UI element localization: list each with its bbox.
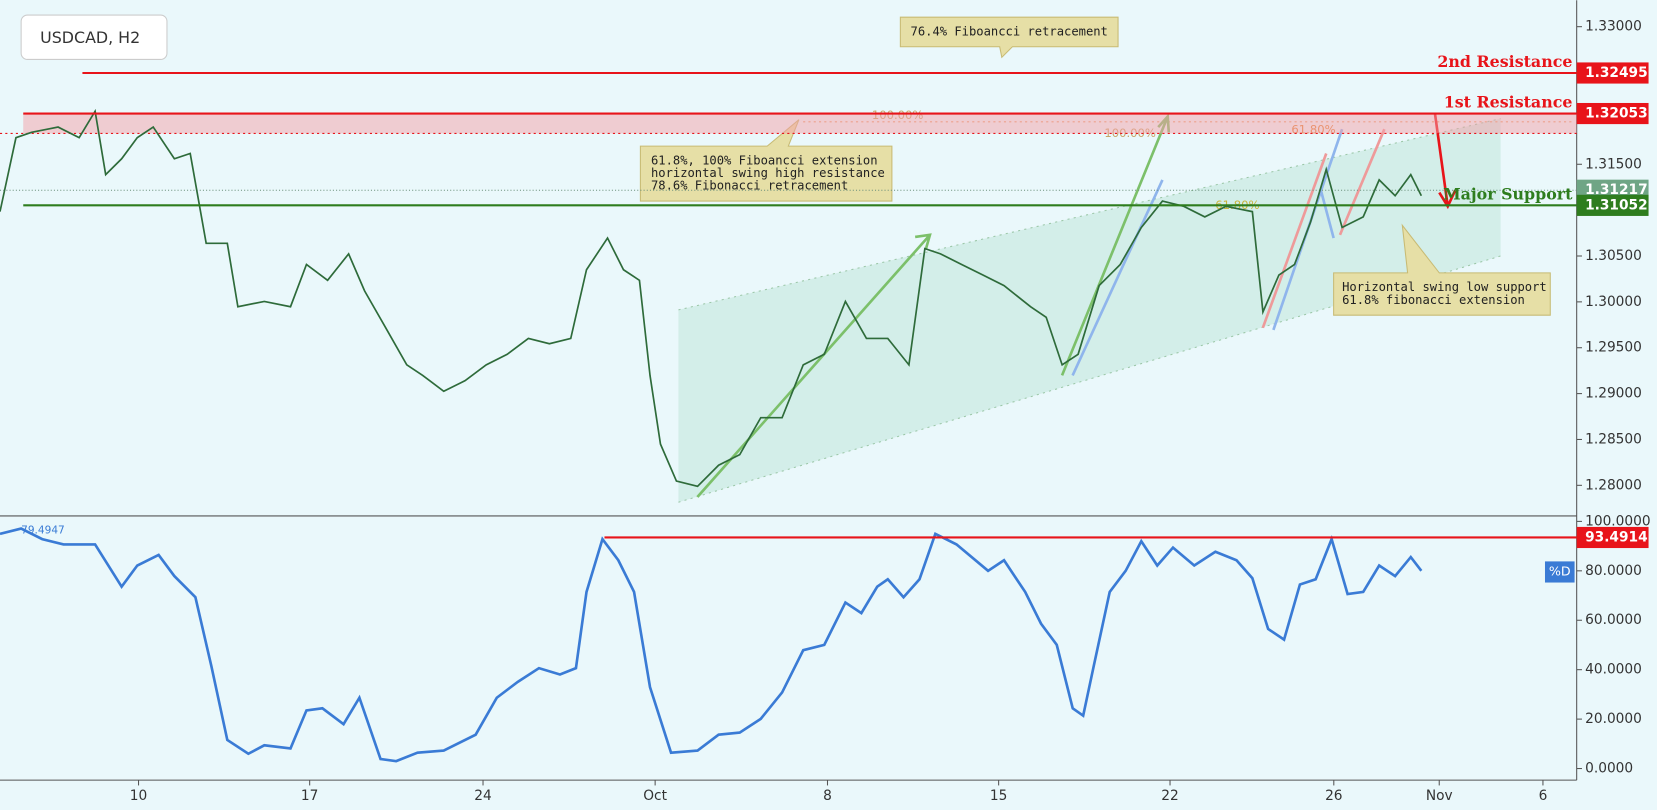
arrow <box>1261 128 1386 329</box>
y-tick-label: 20.0000 <box>1585 711 1642 727</box>
x-tick-label: 17 <box>301 788 318 804</box>
note: Horizontal swing low support <box>1342 280 1547 294</box>
y-tick-label: 1.33000 <box>1585 19 1642 35</box>
y-tick-label: 100.0000 <box>1585 513 1650 529</box>
level-box <box>1576 102 1649 125</box>
note: 61.8%, 100% Fiboancci extension <box>651 153 878 167</box>
y-tick-label: 1.28500 <box>1585 431 1642 447</box>
level-value: 93.4914 <box>1585 529 1648 545</box>
y-tick-label: 1.30500 <box>1585 248 1642 264</box>
note-box <box>639 119 893 202</box>
series-name: %D <box>1549 563 1571 578</box>
symbol: USDCAD, H2 <box>40 28 140 47</box>
level-box <box>1576 194 1649 216</box>
price-label: 1.31217 <box>1585 182 1648 198</box>
series-line <box>0 108 1423 488</box>
x-tick-label: 26 <box>1325 788 1342 804</box>
level-value: 1.32495 <box>1585 65 1648 81</box>
level-box <box>1576 62 1649 84</box>
note: horizontal swing high resistance <box>651 166 885 180</box>
level-name: 1st Resistance <box>1444 92 1573 111</box>
note: 76.4% Fiboancci retracement <box>911 24 1108 38</box>
indicator-readout: 79.4947 <box>21 525 65 537</box>
arrow <box>696 233 932 498</box>
y-tick-label: 1.29000 <box>1585 386 1642 402</box>
resistance-zone <box>23 113 1577 134</box>
channel-top <box>678 118 1501 311</box>
level-box <box>1576 526 1649 549</box>
x-tick-label: Nov <box>1426 788 1453 804</box>
x-tick-label: 8 <box>823 788 832 804</box>
x-tick-label: 10 <box>130 788 147 804</box>
level-value: 1.32053 <box>1585 106 1648 122</box>
symbol-box <box>20 14 168 60</box>
y-tick-label: 60.0000 <box>1585 612 1642 628</box>
note-box <box>899 16 1119 59</box>
y-tick-label: 1.29500 <box>1585 340 1642 356</box>
x-tick-label: 15 <box>990 788 1007 804</box>
level-value: 1.31052 <box>1585 197 1648 213</box>
note-box <box>1333 223 1551 316</box>
x-tick-label: 6 <box>1539 788 1548 804</box>
y-tick-label: 1.31500 <box>1585 156 1642 172</box>
level-name: Major Support <box>1443 184 1573 203</box>
series-badge <box>1544 561 1575 583</box>
y-tick-label: 80.0000 <box>1585 563 1642 579</box>
level-name: 2nd Resistance <box>1437 52 1572 71</box>
series-line <box>0 527 1423 763</box>
x-tick-label: 24 <box>474 788 491 804</box>
x-tick-label: Oct <box>643 788 667 804</box>
y-tick-label: 40.0000 <box>1585 662 1642 678</box>
note: 61.8% fibonacci extension <box>1342 293 1525 307</box>
x-tick-label: 22 <box>1161 788 1178 804</box>
y-tick-label: 1.28000 <box>1585 477 1642 493</box>
arrow <box>1071 179 1164 376</box>
y-tick-label: 1.30000 <box>1585 294 1642 310</box>
y-tick-label: 0.0000 <box>1585 761 1633 777</box>
note: 78.6% Fibonacci retracement <box>651 179 848 193</box>
